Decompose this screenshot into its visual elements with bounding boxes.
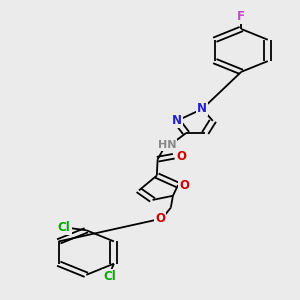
Text: Cl: Cl [58,221,70,234]
Text: N: N [197,103,207,116]
Text: O: O [179,178,189,192]
Text: F: F [237,10,245,23]
Text: N: N [172,114,182,128]
Text: N: N [197,103,207,116]
Text: O: O [155,212,165,226]
Text: O: O [176,150,186,163]
Text: Cl: Cl [103,270,116,283]
Text: HN: HN [158,140,176,150]
